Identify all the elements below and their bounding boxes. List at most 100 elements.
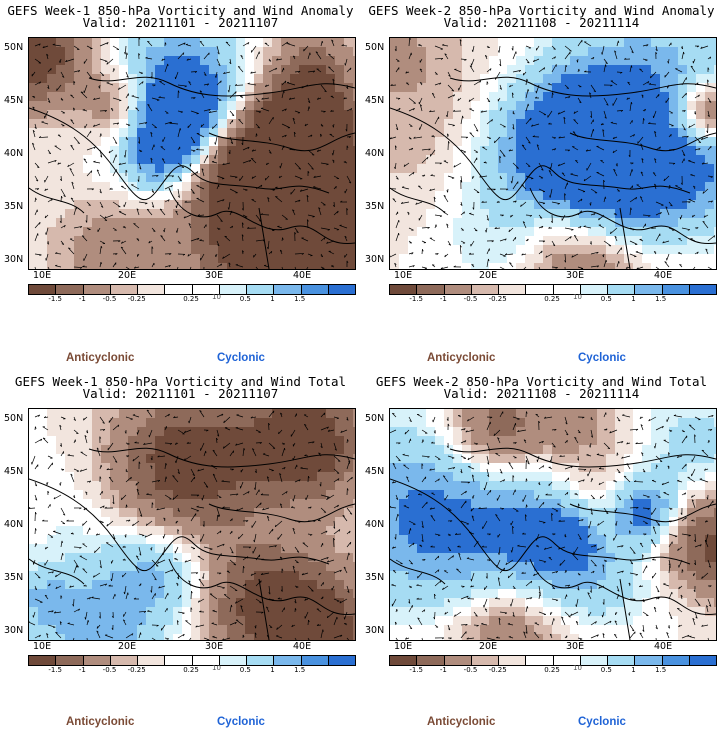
colorbar-swatch [165, 285, 193, 294]
lat-label: 35N [365, 572, 385, 583]
colorbar-swatch [219, 656, 247, 665]
colorbar-swatch [328, 285, 355, 294]
lon-label: 20E [118, 270, 137, 281]
lat-label: 50N [4, 42, 24, 53]
colorbar-swatch [635, 285, 663, 294]
colorbar-tick-label: -0.5 [102, 666, 117, 674]
vorticity-field [390, 409, 716, 640]
colorbar-tick-label: 1 [631, 666, 636, 674]
cyclonic-label: Cyclonic [578, 352, 626, 364]
lat-label: 30N [4, 625, 24, 636]
anticyclonic-label: Anticyclonic [427, 352, 496, 364]
colorbar-swatch [390, 285, 418, 294]
colorbar-tick-label: 0.25 [544, 666, 560, 674]
colorbar-tick-label: 0.5 [239, 666, 251, 674]
panel-valid-dates: Valid: 20211101 - 20211107 [82, 386, 279, 401]
colorbar-swatch [110, 656, 138, 665]
colorbar-swatch [274, 285, 302, 294]
cyclonic-label: Cyclonic [217, 352, 265, 364]
colorbar-swatch [56, 285, 84, 294]
colorbar-swatch [444, 656, 472, 665]
colorbar-swatch [499, 285, 527, 294]
colorbar-swatch [138, 285, 166, 294]
vorticity-field [390, 38, 716, 269]
lat-label: 35N [365, 201, 385, 212]
colorbar-swatch [192, 285, 220, 294]
colorbar-swatch [662, 285, 690, 294]
colorbar-tick-label: 1 [270, 666, 275, 674]
colorbar [389, 284, 717, 295]
colorbar-tick-label: -1 [78, 295, 86, 303]
colorbar-swatch [29, 656, 57, 665]
lon-label: 30E [205, 641, 224, 652]
panel-valid-dates: Valid: 20211108 - 20211114 [443, 386, 640, 401]
colorbar [28, 655, 356, 666]
colorbar-swatch [29, 285, 57, 294]
colorbar-swatch [328, 656, 355, 665]
colorbar-tick-label: 1.5 [294, 666, 306, 674]
colorbar-swatch [219, 285, 247, 294]
colorbar-swatch [526, 285, 554, 294]
lat-label: 45N [365, 466, 385, 477]
vorticity-map [28, 37, 356, 270]
colorbar-unit: 10 [212, 293, 221, 301]
colorbar-tick-label: -1.5 [409, 666, 423, 674]
colorbar-swatch [444, 285, 472, 294]
colorbar-tick-label: -1.5 [48, 295, 62, 303]
anticyclonic-label: Anticyclonic [66, 716, 135, 728]
colorbar-tick-label: -0.25 [127, 666, 146, 674]
colorbar-swatch [580, 656, 608, 665]
colorbar-swatch [165, 656, 193, 665]
colorbar-swatch [635, 656, 663, 665]
vorticity-field [29, 409, 355, 640]
colorbar-tick-label: 0.25 [183, 295, 199, 303]
lat-label: 35N [4, 572, 24, 583]
lon-label: 10E [394, 270, 413, 281]
lon-label: 30E [566, 641, 585, 652]
panel-valid-dates: Valid: 20211101 - 20211107 [82, 15, 279, 30]
lon-label: 10E [33, 641, 52, 652]
colorbar-swatch [83, 285, 111, 294]
colorbar-swatch [83, 656, 111, 665]
colorbar-tick-label: -1 [78, 666, 86, 674]
colorbar-tick-label: -1.5 [409, 295, 423, 303]
lon-label: 20E [479, 641, 498, 652]
colorbar-tick-label: 0.25 [183, 666, 199, 674]
colorbar-tick-label: 1 [270, 295, 275, 303]
panel-week1-total: GEFS Week-1 850-hPa Vorticity and Wind T… [0, 371, 361, 742]
colorbar-swatch [417, 285, 445, 294]
colorbar-tick-label: -0.25 [488, 666, 507, 674]
vorticity-map [389, 37, 717, 270]
colorbar-tick-label: -1.5 [48, 666, 62, 674]
colorbar-tick-label: 0.5 [600, 295, 612, 303]
lat-label: 50N [365, 413, 385, 424]
colorbar-tick-label: -0.5 [102, 295, 117, 303]
lon-label: 40E [293, 641, 312, 652]
panel-title: GEFS Week-1 850-hPa Vorticity and Wind T… [14, 374, 347, 389]
panel-title: GEFS Week-2 850-hPa Vorticity and Wind A… [368, 3, 715, 18]
lat-label: 40N [365, 519, 385, 530]
colorbar-unit: 10 [212, 664, 221, 672]
colorbar-tick-label: -0.25 [488, 295, 507, 303]
lat-label: 30N [4, 254, 24, 265]
lon-label: 30E [566, 270, 585, 281]
lat-label: 50N [4, 413, 24, 424]
colorbar-tick-label: 1.5 [655, 295, 667, 303]
colorbar-swatch [138, 656, 166, 665]
colorbar-swatch [580, 285, 608, 294]
colorbar-swatch [274, 656, 302, 665]
colorbar-swatch [662, 656, 690, 665]
colorbar-swatch [526, 656, 554, 665]
lat-label: 35N [4, 201, 24, 212]
colorbar-tick-label: 1 [631, 295, 636, 303]
lon-label: 40E [654, 641, 673, 652]
colorbar-swatch [689, 285, 716, 294]
colorbar-swatch [608, 656, 636, 665]
colorbar-swatch [689, 656, 716, 665]
colorbar-unit: 10 [573, 293, 582, 301]
colorbar-tick-label: 1.5 [655, 666, 667, 674]
cyclonic-label: Cyclonic [217, 716, 265, 728]
anticyclonic-label: Anticyclonic [427, 716, 496, 728]
colorbar-tick-label: -1 [439, 666, 447, 674]
lat-label: 40N [365, 148, 385, 159]
